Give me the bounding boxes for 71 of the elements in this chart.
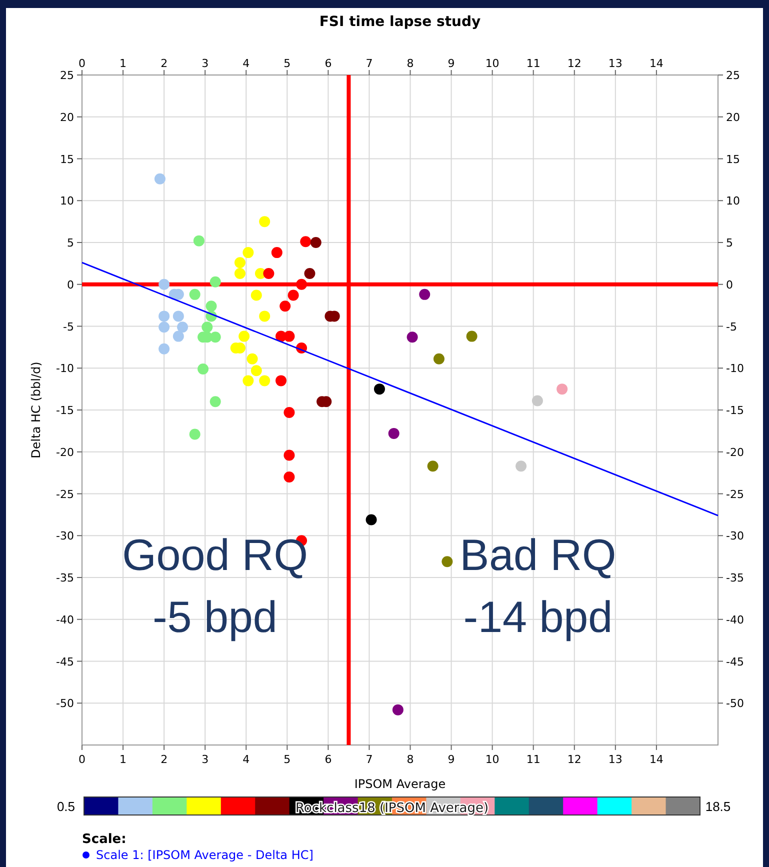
x-tick-label: 5 [284,57,291,70]
y2-tick-label: -35 [726,572,744,584]
x-tick-label: 14 [649,57,664,70]
x2-tick-label: 10 [485,753,500,766]
x-tick-label: 9 [448,57,455,70]
x2-tick-label: 9 [448,753,455,766]
y2-tick-label: -40 [726,613,744,626]
x2-tick-label: 6 [324,753,332,766]
y-tick-label: -50 [56,697,74,710]
y-tick-label: -35 [56,572,74,584]
x-tick-label: 4 [242,57,250,70]
x-axis-title: IPSOM Average [354,777,446,791]
y-tick-label: -45 [56,655,74,668]
y2-tick-label: 0 [726,278,733,292]
x-tick-label: 12 [567,57,582,70]
x2-tick-label: 2 [160,753,168,766]
y-tick-label: 10 [60,194,74,208]
x-tick-label: 13 [608,57,622,70]
y2-tick-label: -10 [726,362,744,376]
y-tick-label: 0 [67,278,74,292]
x2-tick-label: 5 [284,753,291,766]
y-axis-title: Delta HC (bbl/d) [29,362,43,458]
y2-tick-label: -30 [726,530,744,543]
x-tick-label: 6 [324,57,332,70]
y-tick-label: 15 [60,152,74,166]
y-tick-label: -5 [63,320,74,334]
y-tick-label: -40 [56,613,74,626]
x-tick-label: 1 [120,57,127,70]
x-tick-label: 3 [202,57,209,70]
chart-title: FSI time lapse study [319,14,481,30]
y-tick-label: 5 [67,236,74,250]
x-tick-label: 11 [526,57,540,70]
x2-tick-label: 4 [242,753,250,766]
y-tick-label: -25 [56,488,74,501]
annotation: Good RQ -5 bpd [122,531,308,642]
x-tick-label: 2 [160,57,168,70]
y2-tick-label: -20 [726,446,744,459]
x2-tick-label: 12 [567,753,582,766]
x2-tick-label: 0 [78,753,86,766]
x-tick-label: 10 [485,57,500,70]
y2-tick-label: -45 [726,655,744,668]
y-tick-label: 25 [60,69,74,82]
y2-tick-label: 10 [726,194,740,208]
x-tick-label: 0 [78,57,86,70]
y2-tick-label: 5 [726,236,733,250]
x2-tick-label: 14 [649,753,664,766]
text: 0.5 [56,799,76,814]
y2-tick-label: 20 [726,110,740,124]
x-tick-label: 7 [366,57,373,70]
y-tick-label: -15 [56,404,74,417]
legend-label: Scale 1: [IPSOM Average - Delta HC] [96,848,314,862]
x2-tick-label: 3 [202,753,209,766]
y2-tick-label: 25 [726,69,740,82]
y-tick-label: 20 [60,110,74,124]
y2-tick-label: 15 [726,152,740,166]
x2-tick-label: 13 [608,753,622,766]
y2-tick-label: -15 [726,404,744,417]
y-tick-label: -20 [56,446,74,459]
annotation: Bad RQ -14 bpd [460,531,616,642]
y2-tick-label: -25 [726,488,744,501]
x2-tick-label: 11 [526,753,540,766]
text: 18.5 [705,799,731,814]
y-tick-label: -30 [56,530,74,543]
x2-tick-label: 8 [406,753,414,766]
legend-title: Scale: [82,832,126,847]
x2-tick-label: 1 [120,753,127,766]
y-tick-label: -10 [56,362,74,376]
x-tick-label: 8 [406,57,414,70]
y2-tick-label: -5 [726,320,737,334]
x2-tick-label: 7 [366,753,373,766]
y2-tick-label: -50 [726,697,744,710]
